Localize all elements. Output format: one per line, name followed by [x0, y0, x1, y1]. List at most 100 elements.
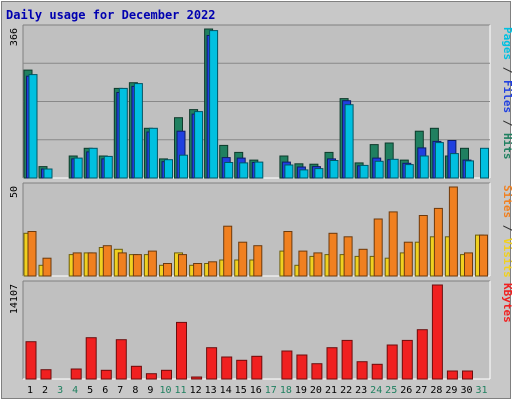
kbytes-bar	[206, 347, 218, 380]
sites-bar	[102, 245, 112, 277]
pages-bar	[344, 104, 354, 179]
bars-top	[23, 28, 489, 179]
day-label: 17	[265, 385, 277, 396]
sites-bar	[403, 241, 413, 277]
sites-bar	[298, 250, 308, 277]
pages-bar	[209, 30, 219, 179]
sites-bar	[117, 252, 127, 277]
day-label: 29	[445, 385, 457, 396]
pages-bar	[133, 83, 143, 179]
sites-bar	[223, 225, 233, 277]
sites-bar	[72, 252, 82, 277]
sites-bar	[433, 207, 443, 277]
kbytes-bar	[446, 370, 458, 380]
sites-bar	[147, 250, 157, 277]
legend-entry: Visits	[501, 238, 512, 278]
pages-bar	[434, 142, 444, 179]
kbytes-bar	[161, 369, 172, 380]
kbytes-bar	[311, 363, 323, 380]
kbytes-bar	[281, 350, 293, 380]
sites-bar	[253, 245, 263, 277]
sites-bar	[328, 232, 338, 277]
kbytes-bar	[431, 284, 443, 380]
pages-bar	[224, 162, 234, 179]
pages-bar	[299, 169, 309, 179]
day-label: 18	[280, 385, 292, 396]
bars-bottom	[25, 284, 473, 380]
day-label: 20	[310, 385, 322, 396]
day-label: 13	[205, 385, 217, 396]
legend-entry: Sites	[501, 185, 512, 218]
kbytes-bar	[145, 373, 157, 380]
kbytes-bar	[326, 347, 338, 380]
chart-panels: 366 Pages / Files / Hits 50 Sites / Visits 1…	[9, 24, 512, 380]
sites-bar	[448, 186, 458, 277]
kbytes-bar	[371, 363, 383, 380]
sites-bar	[27, 231, 37, 277]
pages-bar	[118, 87, 128, 179]
day-label: 23	[355, 385, 367, 396]
kbytes-bar	[251, 355, 263, 380]
chart-title: Daily usage for December 2022	[6, 8, 216, 22]
pages-bar	[194, 111, 204, 179]
day-label: 30	[460, 385, 472, 396]
y-max-label-middle: 50	[9, 186, 20, 198]
day-label: 14	[220, 385, 232, 396]
pages-bar	[419, 155, 429, 179]
sites-bar	[178, 254, 187, 277]
sites-bar	[313, 252, 323, 277]
pages-bar	[43, 168, 53, 179]
bars-middle	[23, 186, 488, 277]
day-label: 19	[295, 385, 307, 396]
y-max-label-bottom: 14107	[9, 284, 20, 314]
pages-bar	[28, 74, 38, 179]
legend-entry: Pages	[501, 27, 512, 60]
day-label: 27	[415, 385, 427, 396]
pages-bar	[329, 160, 339, 179]
sites-bar	[163, 263, 172, 277]
pages-bar	[465, 160, 474, 179]
legend-top: Pages / Files / Hits	[501, 27, 512, 160]
sites-bar	[193, 263, 203, 277]
kbytes-bar	[176, 321, 187, 380]
legend-entry: KBytes	[501, 283, 512, 323]
day-label: 6	[102, 385, 108, 396]
legend-entry: /	[501, 60, 512, 80]
kbytes-bar	[296, 354, 308, 380]
day-label: 8	[132, 385, 138, 396]
legend-bottom: KBytes	[501, 283, 512, 323]
sites-bar	[343, 236, 353, 277]
day-label: 24	[370, 385, 382, 396]
day-label: 31	[475, 385, 487, 396]
kbytes-bar	[416, 329, 428, 380]
sites-bar	[283, 231, 293, 277]
pages-bar	[374, 160, 384, 179]
day-label: 26	[400, 385, 412, 396]
kbytes-bar	[130, 365, 142, 380]
sites-bar	[87, 252, 97, 277]
sites-bar	[42, 257, 52, 277]
day-label: 7	[117, 385, 123, 396]
pages-bar	[389, 158, 399, 179]
legend-entry: Files	[501, 80, 512, 113]
day-label: 3	[57, 385, 63, 396]
legend-entry: /	[501, 113, 512, 133]
kbytes-bar	[85, 337, 97, 380]
panel-middle: 50 Sites / Visits	[9, 182, 512, 278]
pages-bar	[148, 127, 158, 179]
kbytes-bar	[25, 341, 37, 380]
x-axis-day-labels: 1 2 3 4 5 6 7 8 9 10 11 12 13 14 15 16 17 18 19 20 21 22 23 24 2…	[27, 385, 488, 396]
legend-middle: Sites / Visits	[501, 185, 512, 278]
kbytes-bar	[462, 370, 473, 380]
day-label: 16	[250, 385, 262, 396]
pages-bar	[103, 155, 113, 179]
kbytes-bar	[100, 369, 112, 380]
pages-bar	[239, 162, 249, 179]
kbytes-bar	[221, 356, 233, 380]
day-label: 11	[174, 385, 186, 396]
sites-bar	[373, 218, 383, 277]
kbytes-bar	[356, 361, 368, 380]
day-label: 10	[159, 385, 171, 396]
